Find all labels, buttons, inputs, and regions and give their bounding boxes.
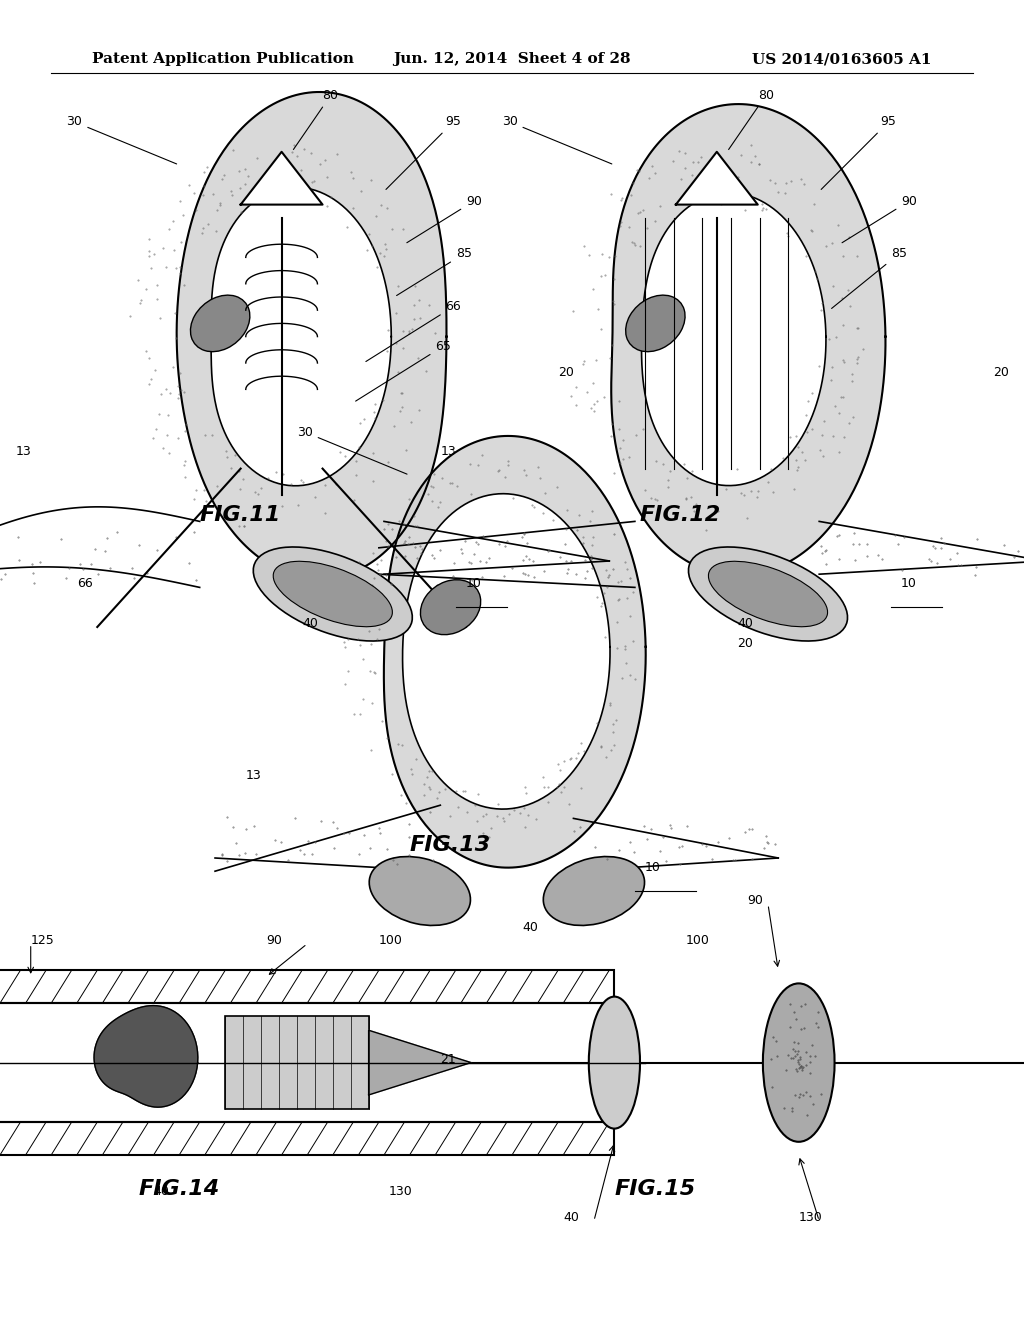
Polygon shape: [402, 494, 610, 809]
Text: FIG.15: FIG.15: [614, 1179, 695, 1199]
Text: 66: 66: [77, 577, 92, 590]
Text: 85: 85: [396, 247, 472, 296]
Text: 20: 20: [558, 366, 574, 379]
Text: 130: 130: [389, 1184, 413, 1197]
Text: 100: 100: [686, 933, 710, 946]
Bar: [0, 970, 614, 1003]
Text: 40: 40: [302, 616, 318, 630]
Ellipse shape: [190, 296, 250, 351]
Text: 95: 95: [821, 115, 897, 190]
Text: 90: 90: [748, 894, 764, 907]
Text: 90: 90: [842, 194, 918, 243]
Text: 21: 21: [440, 1052, 456, 1065]
Text: 66: 66: [366, 300, 461, 362]
Text: 30: 30: [297, 425, 407, 474]
Polygon shape: [241, 152, 323, 205]
Text: FIG.11: FIG.11: [200, 506, 281, 525]
Text: Jun. 12, 2014  Sheet 4 of 28: Jun. 12, 2014 Sheet 4 of 28: [393, 53, 631, 66]
Text: 30: 30: [67, 115, 176, 164]
Polygon shape: [94, 1006, 198, 1107]
Text: 100: 100: [379, 933, 402, 946]
Text: FIG.13: FIG.13: [410, 836, 490, 855]
Text: 40: 40: [522, 920, 539, 933]
Text: 90: 90: [266, 933, 283, 946]
Text: 40: 40: [737, 616, 754, 630]
Polygon shape: [384, 436, 646, 867]
Polygon shape: [177, 92, 446, 578]
Ellipse shape: [370, 857, 470, 925]
Ellipse shape: [273, 561, 392, 627]
Ellipse shape: [589, 997, 640, 1129]
Bar: [0, 1003, 614, 1122]
Polygon shape: [211, 187, 391, 486]
Ellipse shape: [763, 983, 835, 1142]
Ellipse shape: [253, 546, 413, 642]
Ellipse shape: [421, 579, 480, 635]
Ellipse shape: [688, 546, 848, 642]
Text: Patent Application Publication: Patent Application Publication: [92, 53, 354, 66]
Text: 40: 40: [154, 1184, 170, 1197]
Text: 85: 85: [831, 247, 907, 309]
Text: 65: 65: [355, 339, 452, 401]
Text: US 2014/0163605 A1: US 2014/0163605 A1: [753, 53, 932, 66]
Text: 80: 80: [294, 88, 339, 149]
Text: FIG.12: FIG.12: [640, 506, 721, 525]
Text: 10: 10: [901, 577, 918, 590]
Text: 130: 130: [799, 1210, 822, 1224]
Text: 10: 10: [645, 861, 662, 874]
Text: 13: 13: [15, 445, 31, 458]
Ellipse shape: [709, 561, 827, 627]
Ellipse shape: [544, 857, 644, 925]
Bar: [225, 1016, 369, 1109]
Text: 40: 40: [563, 1210, 580, 1224]
Polygon shape: [641, 193, 826, 486]
Bar: [0, 1122, 614, 1155]
Text: 13: 13: [246, 768, 261, 781]
Text: 13: 13: [440, 445, 456, 458]
Text: 20: 20: [737, 636, 754, 649]
Text: 10: 10: [466, 577, 482, 590]
Polygon shape: [611, 104, 886, 576]
Polygon shape: [369, 1030, 471, 1096]
Text: 95: 95: [386, 115, 462, 190]
Text: 30: 30: [502, 115, 611, 164]
Text: 20: 20: [993, 366, 1010, 379]
Ellipse shape: [626, 296, 685, 351]
Text: FIG.14: FIG.14: [138, 1179, 219, 1199]
Polygon shape: [676, 152, 758, 205]
Text: 125: 125: [31, 933, 54, 946]
Text: 90: 90: [407, 194, 482, 243]
Text: 80: 80: [729, 88, 774, 149]
